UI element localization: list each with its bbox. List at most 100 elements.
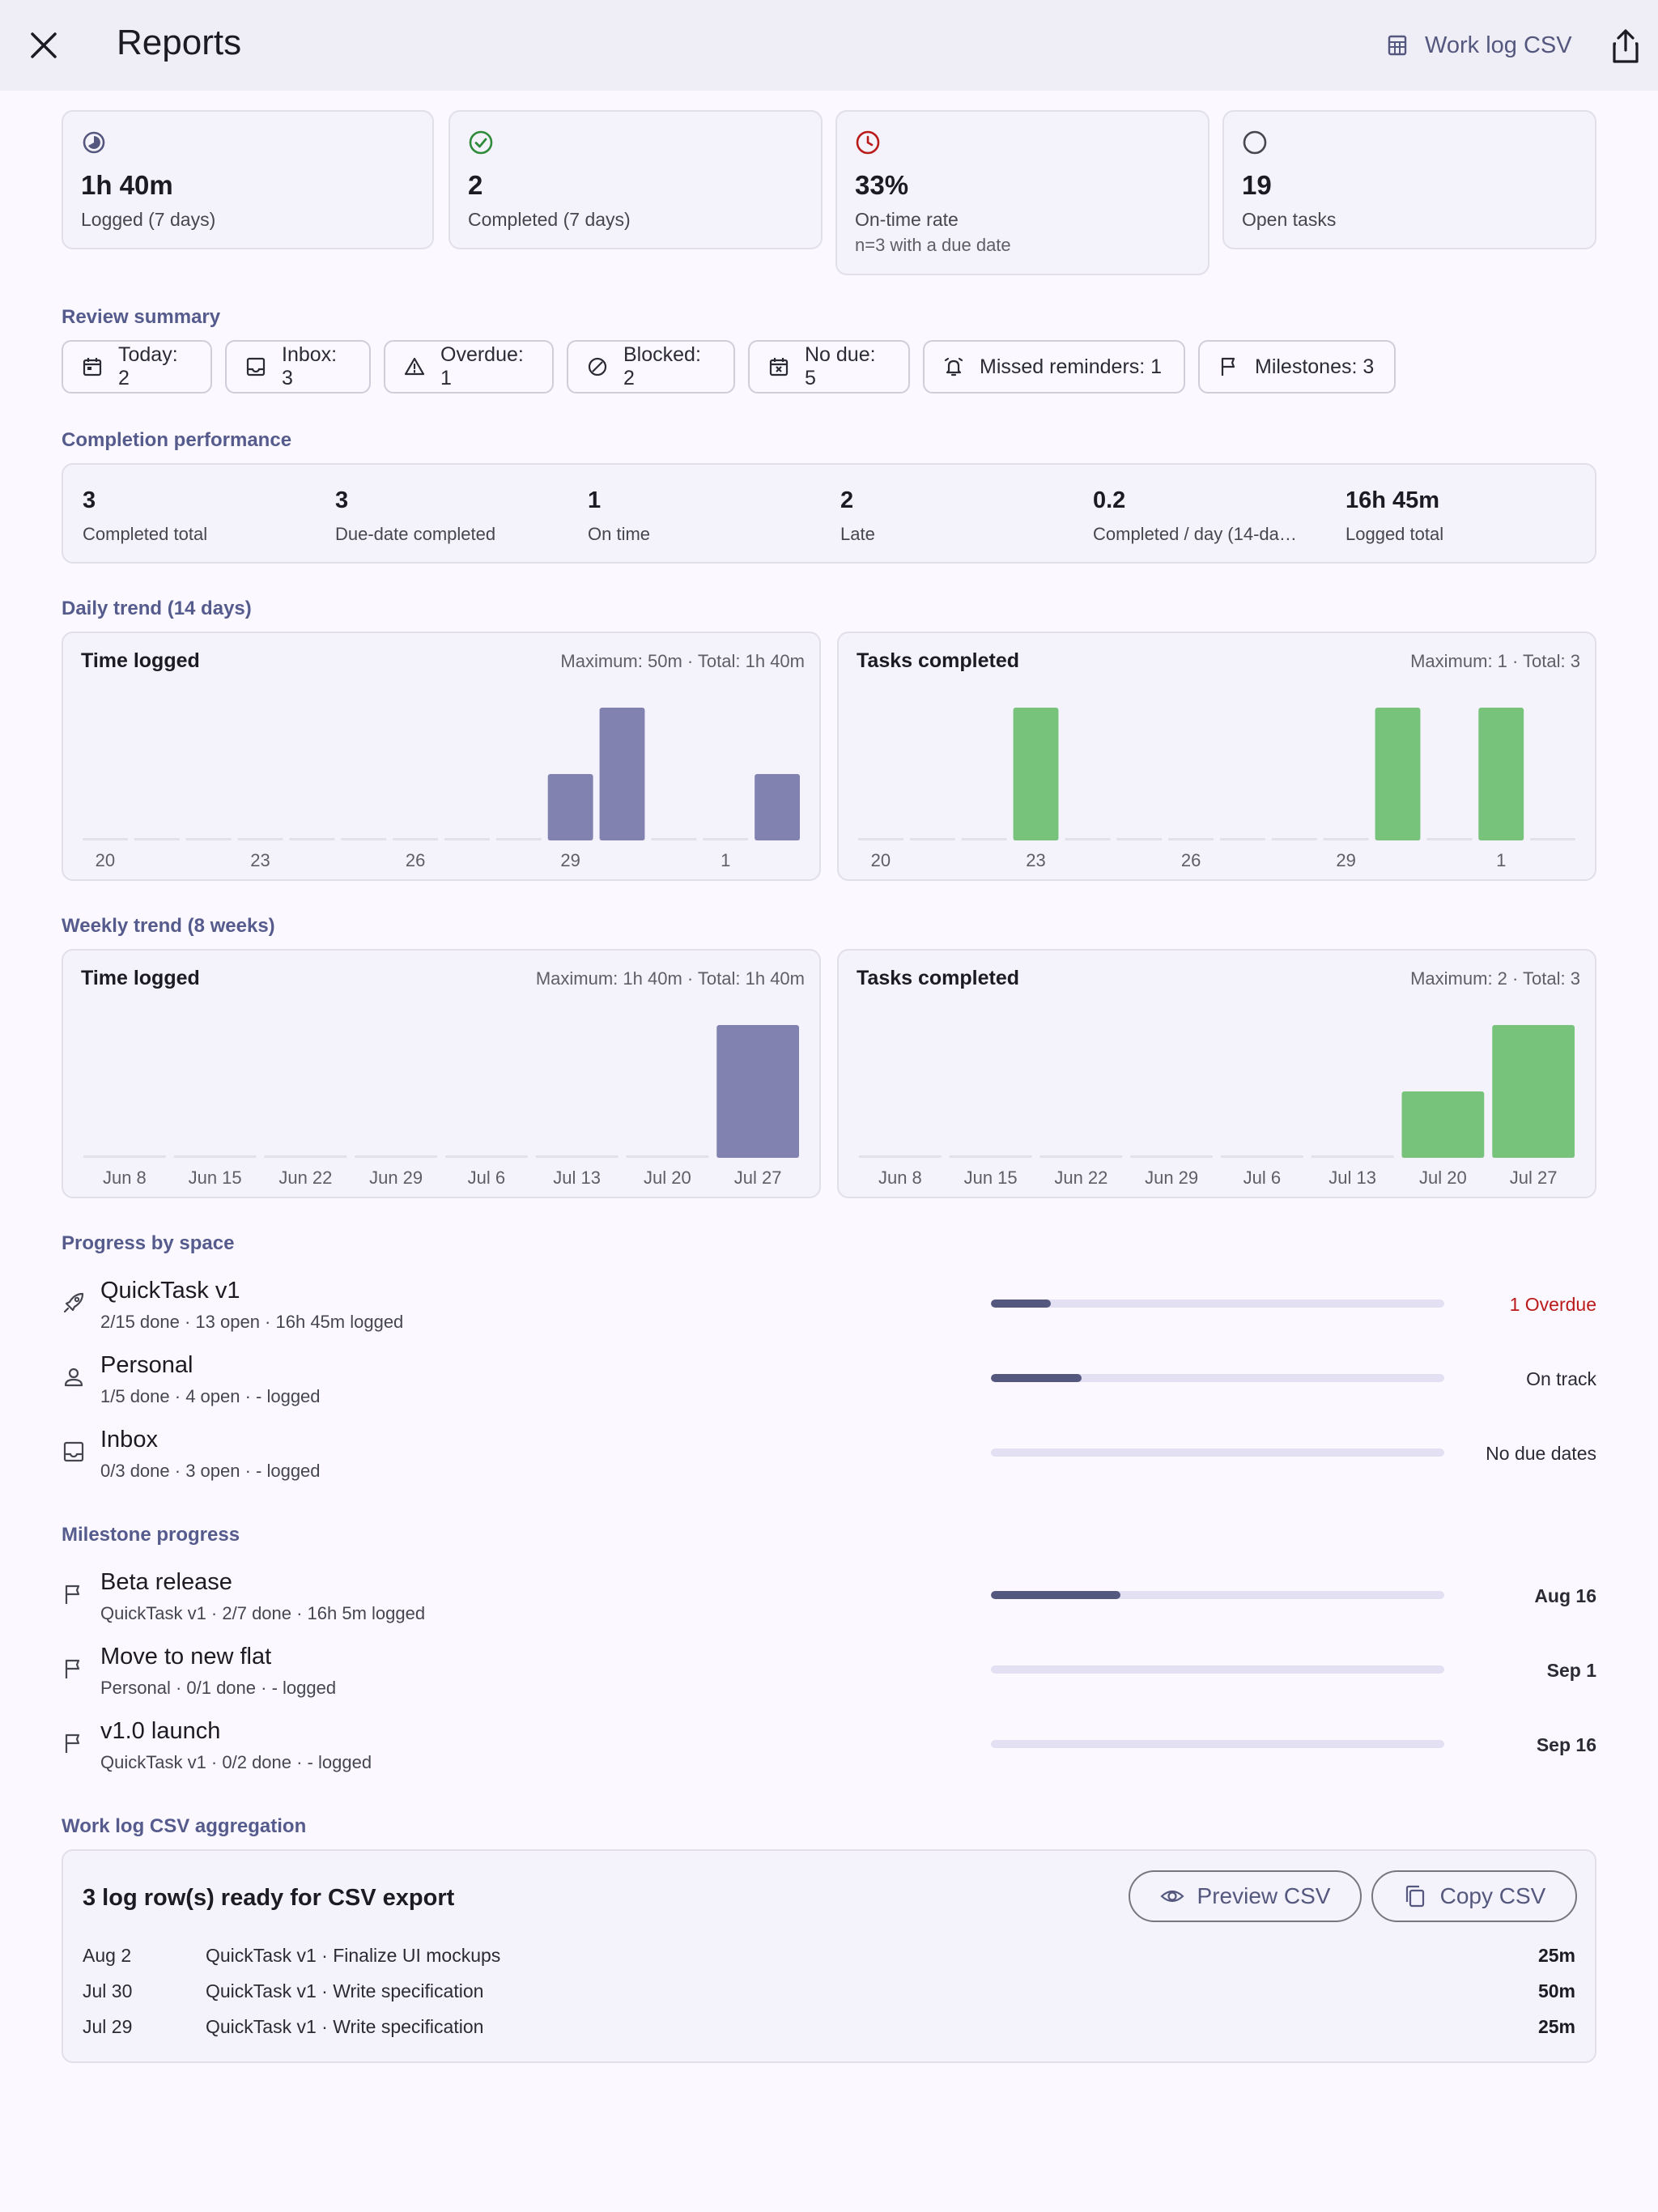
chart-summary: Maximum: 2 · Total: 3 <box>1410 968 1580 989</box>
chart-bar <box>1401 1091 1485 1158</box>
space-progress-bar <box>991 1300 1444 1308</box>
chip-label: Missed reminders: 1 <box>980 355 1163 378</box>
close-icon[interactable] <box>26 28 62 63</box>
space-status: On track <box>1526 1368 1596 1389</box>
x-tick-label: 29 <box>560 850 580 870</box>
bar-baseline <box>1426 838 1473 840</box>
open-circle-icon <box>1243 130 1267 155</box>
bar-baseline <box>1065 838 1111 840</box>
chip-inbox[interactable]: Inbox: 3 <box>225 340 371 393</box>
bar-baseline <box>289 838 335 840</box>
x-tick-label: Jul 27 <box>734 1168 782 1188</box>
milestone-progress-title: Milestone progress <box>62 1524 240 1546</box>
chip-blocked[interactable]: Blocked: 2 <box>567 340 735 393</box>
daily-tasks-chart: 20 23 26 29 1 Tasks completed Maximum: 1 · T… <box>837 632 1596 881</box>
milestone-sub: QuickTask v1 · 2/7 done · 16h 5m logged <box>100 1603 426 1623</box>
work-log-csv-label: Work log CSV <box>1425 32 1572 58</box>
x-tick-label: Jun 15 <box>189 1168 242 1188</box>
space-progress-bar <box>991 1448 1444 1457</box>
space-sub: 0/3 done · 3 open · - logged <box>100 1461 321 1481</box>
perf-value: 0.2 <box>1093 487 1126 513</box>
bar-baseline <box>1130 1155 1213 1158</box>
weekly-trend-title: Weekly trend (8 weeks) <box>62 915 275 937</box>
perf-label: On time <box>588 524 651 544</box>
chip-overdue[interactable]: Overdue: 1 <box>384 340 554 393</box>
milestone-progress-bar <box>991 1591 1444 1599</box>
log-duration: 25m <box>1537 1945 1575 1966</box>
bell-off-icon <box>944 357 963 376</box>
x-tick-label: Jun 15 <box>964 1168 1018 1188</box>
bar-baseline <box>858 838 903 840</box>
perf-due-date-completed: 3 Due-date completed <box>335 487 495 545</box>
x-tick-label: Jun 8 <box>103 1168 147 1188</box>
bar-baseline <box>393 838 438 840</box>
x-tick-label: Jun 8 <box>878 1168 922 1188</box>
preview-csv-label: Preview CSV <box>1197 1883 1331 1908</box>
bar-baseline <box>1530 838 1575 840</box>
daily-time-plot: 20 23 26 29 1 <box>83 708 800 870</box>
chart-bar <box>755 774 800 840</box>
x-tick-label: Jul 13 <box>1329 1168 1376 1188</box>
inbox-icon <box>63 1441 84 1462</box>
copy-csv-label: Copy CSV <box>1439 1883 1546 1908</box>
chart-summary: Maximum: 1 · Total: 3 <box>1410 651 1580 671</box>
log-date: Jul 30 <box>83 1980 133 2001</box>
warning-icon <box>404 357 425 376</box>
work-log-csv-button[interactable]: Work log CSV <box>1386 28 1572 63</box>
chip-no-due[interactable]: No due: 5 <box>748 340 910 393</box>
bar-baseline <box>961 838 1007 840</box>
eye-icon <box>1159 1890 1184 1903</box>
bar-baseline <box>703 838 749 840</box>
x-tick-label: Jun 29 <box>369 1168 423 1188</box>
progress-by-space-title: Progress by space <box>62 1232 235 1254</box>
chip-today[interactable]: Today: 2 <box>62 340 212 393</box>
pie-icon <box>83 131 105 154</box>
bar-baseline <box>1116 838 1163 840</box>
perf-label: Completed / day (14-da… <box>1093 524 1297 544</box>
weekly-tasks-chart: Jun 8 Jun 15 Jun 22 Jun 29 Jul 6 Jul 13 Jul 20… <box>837 949 1596 1198</box>
chip-milestones[interactable]: Milestones: 3 <box>1198 340 1396 393</box>
daily-tasks-plot: 20 23 26 29 1 <box>858 708 1575 870</box>
stat-card-completed: 2 Completed (7 days) <box>449 110 823 249</box>
perf-late: 2 Late <box>840 487 875 545</box>
x-tick-label: 20 <box>871 850 891 870</box>
perf-label: Late <box>840 524 875 544</box>
bar-baseline <box>83 838 128 840</box>
x-tick-label: 23 <box>1026 850 1045 870</box>
milestone-name: Move to new flat <box>100 1644 272 1670</box>
copy-csv-button[interactable]: Copy CSV <box>1371 1870 1577 1922</box>
rocket-icon <box>63 1292 84 1313</box>
bar-baseline <box>1039 1155 1123 1158</box>
bar-baseline <box>1221 1155 1303 1158</box>
stat-label: Completed (7 days) <box>468 209 631 230</box>
csv-card: 3 log row(s) ready for CSV export Previe… <box>62 1849 1596 2063</box>
chip-label: No due: 5 <box>805 343 876 389</box>
x-tick-label: Jun 22 <box>1054 1168 1107 1188</box>
calendar-icon <box>83 358 102 376</box>
performance-card: 3 Completed total 3 Due-date completed 1… <box>62 463 1596 564</box>
stat-label: Logged (7 days) <box>81 209 216 230</box>
bar-baseline <box>83 1155 166 1158</box>
x-tick-label: 26 <box>1181 850 1201 870</box>
csv-aggregation-title: Work log CSV aggregation <box>62 1815 307 1837</box>
space-sub: 1/5 done · 4 open · - logged <box>100 1386 321 1406</box>
bar-baseline <box>535 1155 619 1158</box>
log-task: QuickTask v1 · Write specification <box>206 1980 484 2001</box>
space-sub: 2/15 done · 13 open · 16h 45m logged <box>100 1312 404 1332</box>
perf-logged-total: 16h 45m Logged total <box>1346 487 1443 545</box>
stat-value: 1h 40m <box>81 170 173 200</box>
preview-csv-button[interactable]: Preview CSV <box>1129 1870 1362 1922</box>
chip-label: Overdue: 1 <box>440 343 524 389</box>
space-name: QuickTask v1 <box>100 1278 240 1304</box>
bar-baseline <box>444 838 490 840</box>
chip-missed-reminders[interactable]: Missed reminders: 1 <box>923 340 1185 393</box>
chart-bar <box>716 1025 799 1158</box>
share-icon[interactable] <box>1608 28 1643 65</box>
chip-label: Milestones: 3 <box>1255 355 1375 378</box>
perf-completed-total: 3 Completed total <box>83 487 207 545</box>
bar-baseline <box>909 838 955 840</box>
csv-log-row: Jul 29 QuickTask v1 · Write specificatio… <box>83 2016 1575 2044</box>
x-tick-label: Jul 27 <box>1510 1168 1558 1188</box>
log-task: QuickTask v1 · Finalize UI mockups <box>206 1945 501 1966</box>
flag-icon <box>1221 357 1235 376</box>
